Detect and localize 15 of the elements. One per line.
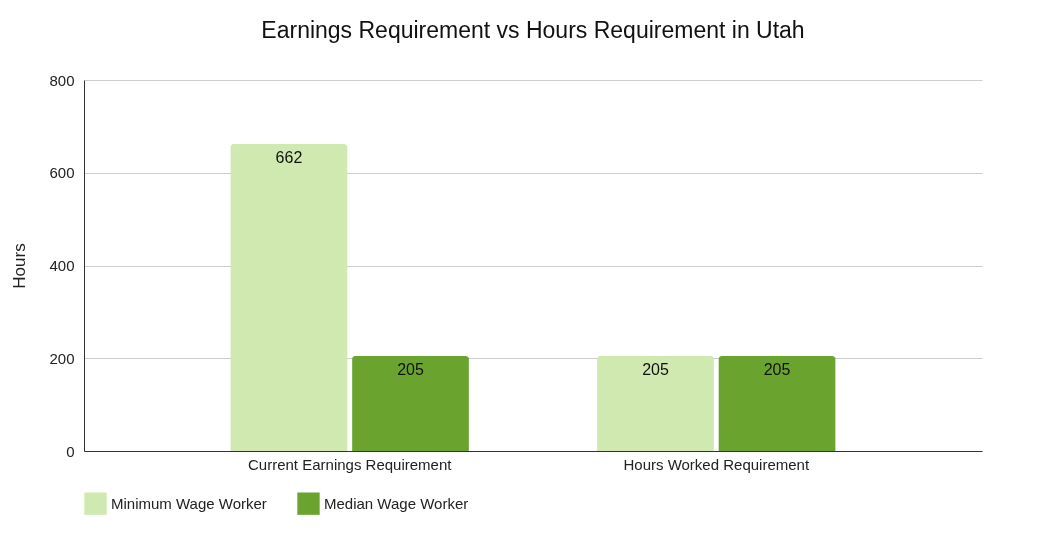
x-tick-label: Current Earnings Requirement (248, 455, 453, 473)
legend-label: Minimum Wage Worker (111, 494, 267, 512)
y-tick-label: 600 (49, 164, 75, 182)
data-label: 205 (763, 360, 791, 378)
y-tick-label: 0 (66, 442, 75, 460)
y-tick-label: 200 (49, 349, 75, 367)
data-label: 662 (275, 149, 303, 166)
data-label: 205 (397, 360, 424, 378)
y-tick-label: 400 (49, 257, 75, 274)
y-axis-title: Hours (10, 243, 30, 289)
chart-title: Earnings Requirement vs Hours Requirement in Utah (261, 17, 805, 43)
data-label: 205 (642, 360, 669, 378)
y-tick-label: 800 (49, 71, 75, 89)
legend-label: Median Wage Worker (324, 494, 469, 512)
x-tick-label: Hours Worked Requirement (623, 455, 810, 473)
